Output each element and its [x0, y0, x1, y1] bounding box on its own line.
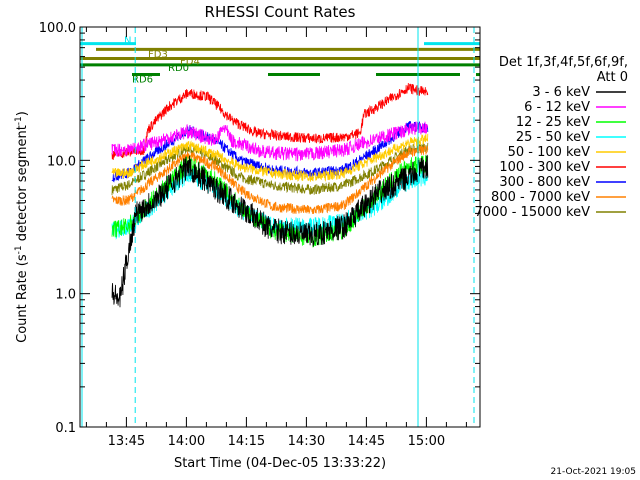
y-tick-label: 0.1	[55, 421, 76, 436]
legend-item-label: 300 - 800 keV	[499, 175, 590, 190]
flag-label-rd0: RD0	[168, 63, 189, 74]
legend-item-label: 25 - 50 keV	[516, 130, 590, 145]
y-tick-label: 10.0	[47, 154, 76, 169]
x-tick-label: 13:45	[108, 434, 145, 449]
x-axis-label: Start Time (04-Dec-05 13:33:22)	[174, 456, 386, 471]
series-line-7	[111, 145, 429, 215]
flag-label-n: N	[124, 36, 131, 47]
series-line-5	[111, 82, 429, 160]
legend-header: Att 0	[597, 70, 628, 85]
legend-header: Det 1f,3f,4f,5f,6f,9f,	[499, 55, 628, 70]
flag-label-rd6: RD6	[132, 75, 153, 86]
y-axis-label: Count Rate (s-1 detector segment-1)	[14, 111, 30, 343]
plot-frame	[79, 26, 481, 428]
series-line-4	[111, 133, 429, 182]
legend-item-label: 6 - 12 keV	[524, 100, 590, 115]
legend-item-label: 3 - 6 keV	[532, 85, 590, 100]
x-tick-label: 14:00	[168, 434, 205, 449]
x-tick-label: 15:00	[408, 434, 445, 449]
x-tick-label: 14:15	[228, 434, 265, 449]
y-tick-label: 100.0	[39, 21, 76, 36]
flag-label-fd3: FD3	[148, 49, 168, 60]
y-tick-label: 1.0	[55, 288, 76, 303]
flag-label-fd4: FD4	[180, 57, 200, 68]
legend-item-label: 12 - 25 keV	[516, 115, 590, 130]
legend-item-label: 50 - 100 keV	[508, 145, 591, 160]
axes: 0.1 1.0 10.0 100.0 13:45 14:00 14:15 14:30 14:45…	[39, 21, 481, 449]
legend-item-label: 100 - 300 keV	[499, 160, 590, 175]
x-tick-label: 14:30	[288, 434, 325, 449]
legend-item-label: 7000 - 15000 keV	[475, 205, 591, 220]
series-line-8	[111, 142, 429, 196]
x-tick-label: 14:45	[348, 434, 385, 449]
series-line-0	[111, 154, 429, 308]
legend-item-label: 800 - 7000 keV	[491, 190, 590, 205]
series-line-1	[111, 121, 428, 162]
timestamp: 21-Oct-2021 19:05	[551, 467, 636, 477]
chart-title: RHESSI Count Rates	[205, 3, 356, 21]
